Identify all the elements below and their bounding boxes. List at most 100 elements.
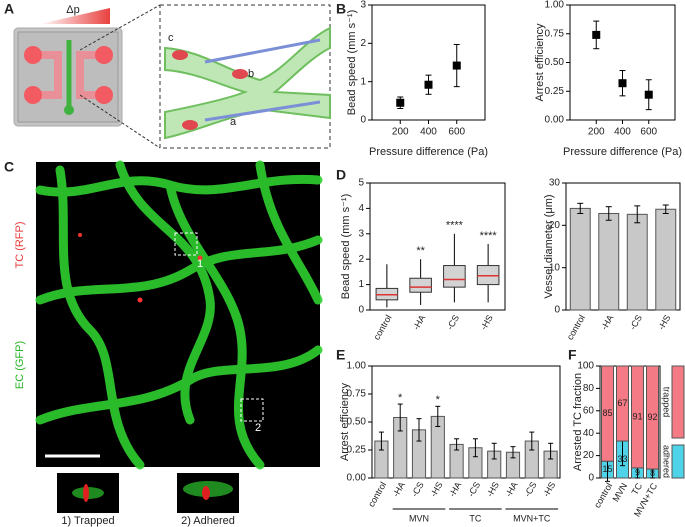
- y-tick-label: 40: [583, 428, 595, 439]
- y-tick-label: 1: [360, 76, 366, 87]
- point: [592, 30, 601, 39]
- significance: **: [416, 245, 425, 257]
- legend-swatch: [671, 444, 685, 479]
- pressure-label: Δp: [66, 4, 79, 16]
- y-tick-label: 2: [360, 38, 366, 49]
- x-tick-label: 400: [614, 127, 631, 138]
- y-tick-label: 1.00: [347, 361, 367, 372]
- panel-label: B: [336, 1, 346, 17]
- y-tick-label: 0.00: [347, 473, 367, 484]
- x-tick-label: -HA: [447, 480, 463, 498]
- data-label: 91: [632, 411, 642, 421]
- data-label: 67: [617, 398, 627, 408]
- plot-frame: [565, 182, 681, 311]
- significance: *: [436, 394, 441, 406]
- box: [409, 277, 432, 293]
- plot-frame: [371, 4, 486, 121]
- legend-label: adhered: [662, 445, 672, 478]
- x-tick-label: 200: [392, 127, 409, 138]
- y-tick-label: 1: [358, 279, 364, 290]
- point: [424, 80, 433, 89]
- y-tick-label: 0.00: [545, 115, 565, 126]
- y-tick-label: 30: [549, 178, 561, 189]
- x-tick-label: -HS: [479, 313, 495, 331]
- y-tick-label: 10: [549, 262, 561, 273]
- y-tick-label: 0.50: [347, 417, 367, 428]
- x-tick-label: 400: [420, 127, 437, 138]
- y-tick-label: 5: [358, 178, 364, 189]
- y-axis-label: Arrest efficiency: [339, 382, 351, 461]
- point: [618, 79, 627, 88]
- y-tick-label: 2: [358, 254, 364, 265]
- x-tick-label: -HA: [411, 313, 427, 331]
- panel-label: D: [336, 167, 346, 183]
- y-tick-label: 20: [549, 220, 561, 231]
- x-tick-label: -HA: [391, 480, 407, 498]
- data-label: 33: [617, 454, 627, 464]
- x-tick-label: -HA: [503, 480, 519, 498]
- point-label: b: [248, 68, 254, 80]
- data-label: 85: [602, 408, 612, 418]
- x-tick-label: MVN: [611, 481, 630, 503]
- x-tick-label: control: [592, 481, 614, 509]
- group-label: TC: [469, 513, 481, 523]
- point: [644, 90, 653, 99]
- x-tick-label: -HS: [485, 480, 501, 498]
- y-tick-label: 60: [583, 405, 595, 416]
- x-axis-label: Pressure difference (Pa): [369, 146, 488, 158]
- y-tick-label: 4: [358, 203, 364, 214]
- panel-label: A: [4, 1, 14, 17]
- y-tick-label: 0.50: [545, 57, 565, 68]
- y-tick-label: 1.00: [545, 0, 565, 11]
- bar: [569, 207, 591, 311]
- x-tick-label: -CS: [466, 480, 482, 498]
- data-label: 9: [635, 467, 640, 477]
- y-axis-label: Bead speed (mm s⁻¹): [346, 10, 358, 115]
- channel-label: EC (GFP): [14, 341, 26, 389]
- point-label: a: [230, 116, 237, 128]
- region-label: 1: [197, 258, 203, 270]
- panel-label: C: [4, 159, 14, 175]
- y-tick-label: 0: [358, 305, 364, 316]
- bar: [598, 212, 620, 311]
- bar-segment: [601, 365, 614, 462]
- y-axis-label: Vessel diameter (μm): [543, 194, 555, 298]
- channel-label: TC (RFP): [14, 221, 26, 268]
- x-tick-label: 600: [448, 127, 465, 138]
- bar: [626, 213, 648, 311]
- y-tick-label: 0.25: [347, 445, 367, 456]
- y-tick-label: 80: [583, 383, 595, 394]
- x-tick-label: control: [366, 480, 388, 508]
- plot-frame: [599, 365, 661, 479]
- y-axis-label: Bead speed (mm s⁻¹): [340, 194, 352, 299]
- y-tick-label: 0: [554, 305, 560, 316]
- x-tick-label: -HS: [428, 480, 444, 498]
- x-tick-label: control: [565, 313, 587, 341]
- x-tick-label: control: [371, 313, 393, 341]
- x-tick-label: -HS: [656, 313, 672, 331]
- group-label: MVN: [409, 513, 429, 523]
- y-tick-label: 0: [360, 115, 366, 126]
- legend-label: trapped: [662, 387, 672, 418]
- data-label: 8: [650, 468, 655, 478]
- caption: 1) Trapped: [61, 515, 114, 527]
- x-axis-label: Pressure difference (Pa): [563, 146, 682, 158]
- y-tick-label: 0.75: [347, 389, 367, 400]
- y-tick-label: 20: [583, 450, 595, 461]
- x-tick-label: -CS: [409, 480, 425, 498]
- plot-frame: [369, 182, 506, 311]
- caption: 2) Adhered: [181, 515, 235, 527]
- y-tick-label: 0.25: [545, 86, 565, 97]
- point-label: c: [168, 32, 174, 44]
- y-tick-label: 0: [588, 473, 594, 484]
- point: [396, 98, 405, 107]
- panel-label: F: [568, 347, 577, 363]
- x-tick-label: -CS: [445, 313, 461, 331]
- y-tick-label: 100: [577, 361, 594, 372]
- bar: [655, 208, 677, 311]
- bar-segment: [616, 365, 629, 442]
- significance: ****: [480, 230, 498, 242]
- y-tick-label: 3: [358, 228, 364, 239]
- group-label: MVN+TC: [513, 513, 551, 523]
